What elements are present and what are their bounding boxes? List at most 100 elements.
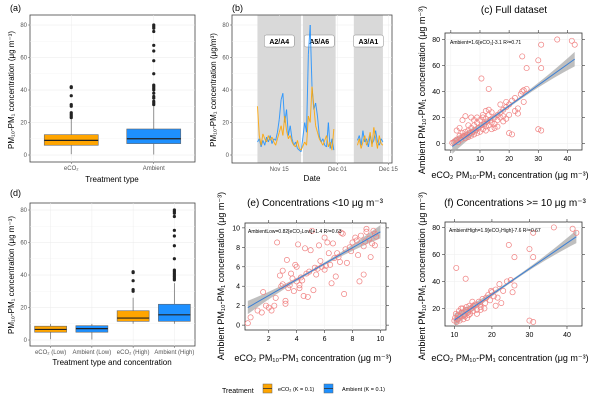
- scatter-point: [355, 252, 362, 259]
- scatter-point: [343, 259, 350, 266]
- scatter-point: [569, 225, 576, 232]
- panel-label-b: (b): [232, 3, 243, 13]
- legend-title: Treatment: [222, 388, 254, 395]
- legend-key-eco2: [262, 383, 273, 394]
- scatter-point: [514, 105, 521, 112]
- xtick-label: 2: [267, 336, 271, 343]
- ytick-label: 80: [222, 23, 229, 29]
- scatter-point: [363, 228, 370, 235]
- box-body: [126, 128, 182, 144]
- ytick-label: 20: [432, 306, 440, 313]
- series-segment: [375, 130, 378, 143]
- xtick-label: Ambient: [143, 166, 165, 172]
- box-ambient: [126, 23, 182, 155]
- series-segment: [258, 135, 262, 146]
- region-label-box: [264, 34, 295, 48]
- scatter-point: [497, 101, 504, 108]
- ytick-label: 0: [436, 141, 440, 148]
- xtick-label: eCO₂ (High): [117, 350, 150, 356]
- scatter-point: [482, 127, 489, 134]
- scatter-point: [276, 272, 283, 279]
- ytick-label: 40: [432, 89, 440, 96]
- regression-line: [451, 58, 576, 147]
- scatter-point: [473, 310, 480, 317]
- ytick-label: 0: [236, 323, 240, 330]
- scatter-point: [571, 41, 578, 48]
- xlabel-a: Treatment type: [85, 175, 139, 184]
- series-segment: [309, 86, 313, 123]
- scatter-point: [488, 287, 495, 294]
- xtick-label: Dec 15: [379, 167, 399, 173]
- scatter-point: [295, 241, 301, 248]
- scatter-point: [469, 298, 476, 305]
- scatter-point: [511, 254, 518, 261]
- scatter-points: [449, 36, 578, 146]
- scatter-point: [478, 122, 485, 129]
- plot-f: 10 20 30 40 20 40 60 80: [432, 219, 585, 339]
- ytick-label: 2: [236, 303, 240, 310]
- scatter-point: [520, 98, 527, 105]
- series-segment: [375, 138, 378, 149]
- ytick-label: 60: [432, 63, 440, 70]
- scatter-point: [331, 255, 338, 261]
- scatter-point: [339, 230, 346, 237]
- series-segment: [322, 140, 326, 146]
- scatter-point: [282, 300, 289, 307]
- scatter-point: [282, 297, 289, 304]
- scatter-point: [303, 270, 310, 277]
- scatter-point: [482, 300, 489, 306]
- series-segment: [271, 136, 275, 143]
- outlier-point: [152, 99, 156, 103]
- scatter-point: [482, 108, 489, 114]
- xtick-label: 10: [450, 332, 458, 339]
- scatter-point: [488, 119, 495, 126]
- ytick-label: 0: [24, 153, 28, 159]
- outlier-point: [69, 85, 73, 89]
- series-segment: [367, 135, 371, 147]
- series-segment: [373, 127, 377, 139]
- region-label: A3/A1: [358, 39, 378, 46]
- xtick-label: 30: [534, 156, 542, 163]
- scatter-point: [492, 302, 499, 309]
- scatter-point: [509, 131, 515, 138]
- series-segment: [316, 115, 320, 136]
- series-segment: [318, 138, 322, 143]
- scatter-point: [370, 227, 377, 234]
- series-segment: [362, 130, 366, 143]
- series-segment: [262, 133, 266, 139]
- outlier-point: [152, 29, 156, 34]
- ytick-label: 80: [20, 23, 27, 29]
- scatter-point: [497, 114, 504, 121]
- series-segment: [380, 143, 384, 146]
- ytick-label: 60: [222, 56, 229, 62]
- scatter-point: [538, 65, 545, 72]
- xtick-label: 40: [563, 332, 571, 339]
- scatter-point: [509, 289, 516, 296]
- ylabel-a: PM₁₀-PM₁ concentration (μg m⁻³): [7, 31, 16, 149]
- scatter-point: [310, 287, 317, 294]
- scatter-point: [296, 285, 303, 292]
- ylabel-e: Ambient PM₁₀-PM₁ concentration (μg m⁻³): [216, 192, 226, 360]
- scatter-point: [459, 305, 466, 312]
- xtick-label: Ambient (Low): [73, 350, 112, 356]
- scatter-point: [494, 123, 501, 130]
- regression-line: [454, 236, 577, 321]
- scatter-point: [302, 245, 308, 252]
- outlier-point: [152, 49, 156, 53]
- scatter-point: [462, 135, 469, 142]
- ytick-label: 60: [20, 241, 27, 247]
- panel-label-d: (d): [10, 188, 21, 198]
- series-segment: [366, 140, 369, 146]
- series-segment: [369, 132, 373, 147]
- outlier-point: [131, 270, 135, 274]
- scatter-point: [471, 131, 478, 138]
- outlier-point: [172, 257, 176, 261]
- scatter-point: [363, 225, 370, 232]
- series-segment: [295, 140, 298, 148]
- scatter-point: [511, 282, 518, 289]
- plot-c: 0 10 20 30 40 0 20 40 60 80: [432, 30, 585, 163]
- scatter-point: [328, 280, 335, 287]
- series-segment: [266, 135, 269, 143]
- ytick-label: 0: [24, 338, 28, 344]
